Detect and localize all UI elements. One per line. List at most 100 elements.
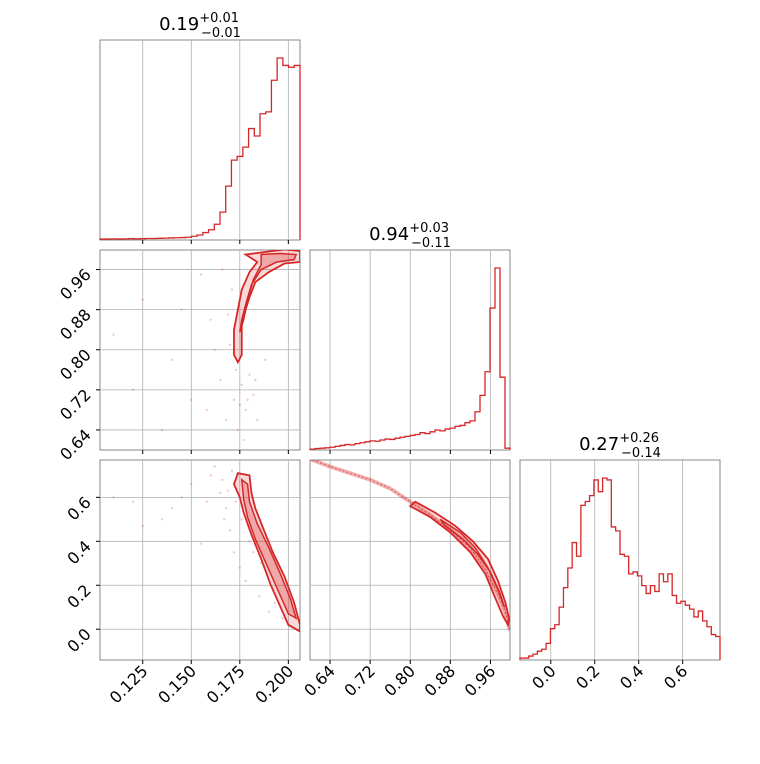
pair-sample-0-15 [256, 418, 259, 422]
pair-sample-0-26 [226, 313, 230, 316]
pair-sample-0-1 [141, 298, 144, 301]
xtick-label-p2-0: 0.0 [528, 661, 559, 692]
pair-sample-1-3 [190, 482, 193, 486]
hist-step-0 [99, 57, 301, 240]
xtick-label-p0-1: 0.150 [154, 661, 200, 707]
pair-contour-2-outer [408, 500, 510, 628]
ytick-label-p1-4: 0.96 [56, 265, 95, 304]
xtick-label-p1-1: 0.72 [340, 661, 379, 700]
pair-sample-1-25 [281, 617, 284, 620]
pair-sample-1-17 [226, 489, 230, 492]
pair-sample-0-5 [209, 318, 212, 321]
xtick-label-p2-2: 0.4 [616, 661, 647, 692]
pair-sample-1-5 [209, 474, 212, 477]
ytick-label-p2-2: 0.4 [63, 537, 94, 568]
ytick-label-p1-1: 0.72 [56, 385, 95, 424]
pair-sample-0-29 [238, 403, 242, 407]
pair-sample-0-20 [180, 308, 183, 311]
pair-sample-0-3 [190, 398, 193, 402]
pair-frame-1 [99, 459, 301, 661]
pair-sample-0-10 [236, 428, 240, 432]
pair-sample-0-19 [205, 408, 208, 412]
xtick-label-p0-0: 0.125 [106, 661, 152, 707]
pair-sample-1-9 [232, 551, 236, 554]
pair-sample-1-6 [219, 491, 222, 495]
hist-panel-2: 0.27+0.26 −0.14 [519, 431, 721, 664]
pair-panel-1-2 [309, 459, 511, 664]
pair-sample-0-22 [131, 388, 135, 392]
pair-sample-0-8 [228, 343, 232, 346]
pair-sample-1-28 [205, 500, 208, 503]
ytick-label-p2-1: 0.2 [63, 581, 94, 612]
hist-frame-2 [519, 459, 721, 661]
pair-sample-0-0 [112, 333, 115, 336]
pair-sample-1-24 [273, 601, 276, 605]
xtick-label-p0-3: 0.200 [251, 661, 297, 707]
pair-sample-0-4 [199, 273, 203, 276]
ytick-label-p1-0: 0.64 [56, 425, 95, 464]
pair-sample-1-14 [267, 610, 271, 613]
pair-content-1 [100, 460, 300, 660]
pair-sample-1-27 [223, 518, 226, 521]
pair-content-0 [100, 250, 300, 450]
pair-sample-1-7 [225, 507, 228, 510]
pair-sample-0-14 [252, 393, 255, 397]
ytick-label-p1-2: 0.80 [56, 345, 95, 384]
xtick-label-p2-1: 0.2 [572, 661, 603, 692]
xtick-label-p1-2: 0.80 [380, 661, 419, 700]
pair-sample-0-28 [254, 378, 257, 382]
pair-sample-1-10 [238, 566, 242, 569]
pair-sample-0-17 [221, 268, 224, 271]
pair-sample-1-20 [180, 496, 183, 499]
pair-sample-0-25 [234, 368, 238, 371]
pair-sample-1-13 [258, 595, 261, 598]
hist-title-minus-2: −0.14 [621, 446, 661, 461]
pair-sample-0-7 [225, 418, 228, 422]
hist-title-main-2: 0.27 [579, 434, 619, 455]
pair-sample-1-4 [199, 542, 203, 545]
hist-title-0: 0.19+0.01 −0.01 [159, 11, 241, 41]
pair-sample-1-15 [213, 465, 216, 468]
hist-title-minus-0: −0.01 [201, 26, 241, 41]
hist-title-plus-0: +0.01 [199, 11, 239, 26]
pair-sample-0-24 [242, 438, 245, 442]
hist-step-2 [519, 477, 721, 660]
pair-sample-0-18 [213, 348, 216, 351]
pair-content-2 [310, 460, 510, 660]
pair-sample-1-26 [230, 469, 234, 473]
hist-title-main-0: 0.19 [159, 14, 199, 35]
xtick-label-p1-3: 0.88 [421, 661, 460, 700]
hist-frame-0 [99, 39, 301, 241]
pair-sample-1-0 [112, 496, 115, 499]
ytick-label-p1-3: 0.88 [56, 305, 95, 344]
pair-sample-0-2 [170, 358, 174, 361]
pair-sample-0-11 [240, 383, 243, 387]
hist-title-plus-1: +0.03 [409, 221, 449, 236]
pair-contour-0-inner [239, 252, 298, 333]
hist-panel-0: 0.19+0.01 −0.01 [99, 11, 301, 244]
pair-sample-1-12 [248, 540, 251, 543]
xtick-label-p0-2: 0.175 [203, 661, 249, 707]
pair-sample-0-6 [219, 378, 222, 382]
hist-title-main-1: 0.94 [369, 224, 409, 245]
xtick-label-p1-4: 0.96 [461, 661, 500, 700]
pair-contour-1-inner [240, 478, 298, 620]
pair-sample-1-29 [252, 551, 255, 554]
pair-sample-0-27 [246, 398, 249, 402]
pair-sample-1-8 [228, 529, 232, 532]
ytick-label-p2-3: 0.6 [63, 493, 94, 524]
pair-sample-1-2 [170, 507, 174, 510]
pair-sample-1-1 [141, 524, 144, 528]
pair-sample-0-9 [232, 398, 236, 402]
pair-sample-1-21 [160, 518, 164, 521]
pair-sample-0-12 [244, 408, 247, 412]
pair-sample-1-11 [244, 579, 247, 583]
pair-sample-0-21 [160, 428, 164, 432]
xtick-label-p1-0: 0.64 [300, 661, 339, 700]
pair-sample-1-22 [131, 500, 135, 503]
pair-contour-1-outer [233, 472, 300, 633]
hist-step-1 [309, 267, 511, 450]
pair-sample-0-23 [263, 358, 267, 361]
ytick-label-p2-0: 0.0 [63, 625, 94, 656]
